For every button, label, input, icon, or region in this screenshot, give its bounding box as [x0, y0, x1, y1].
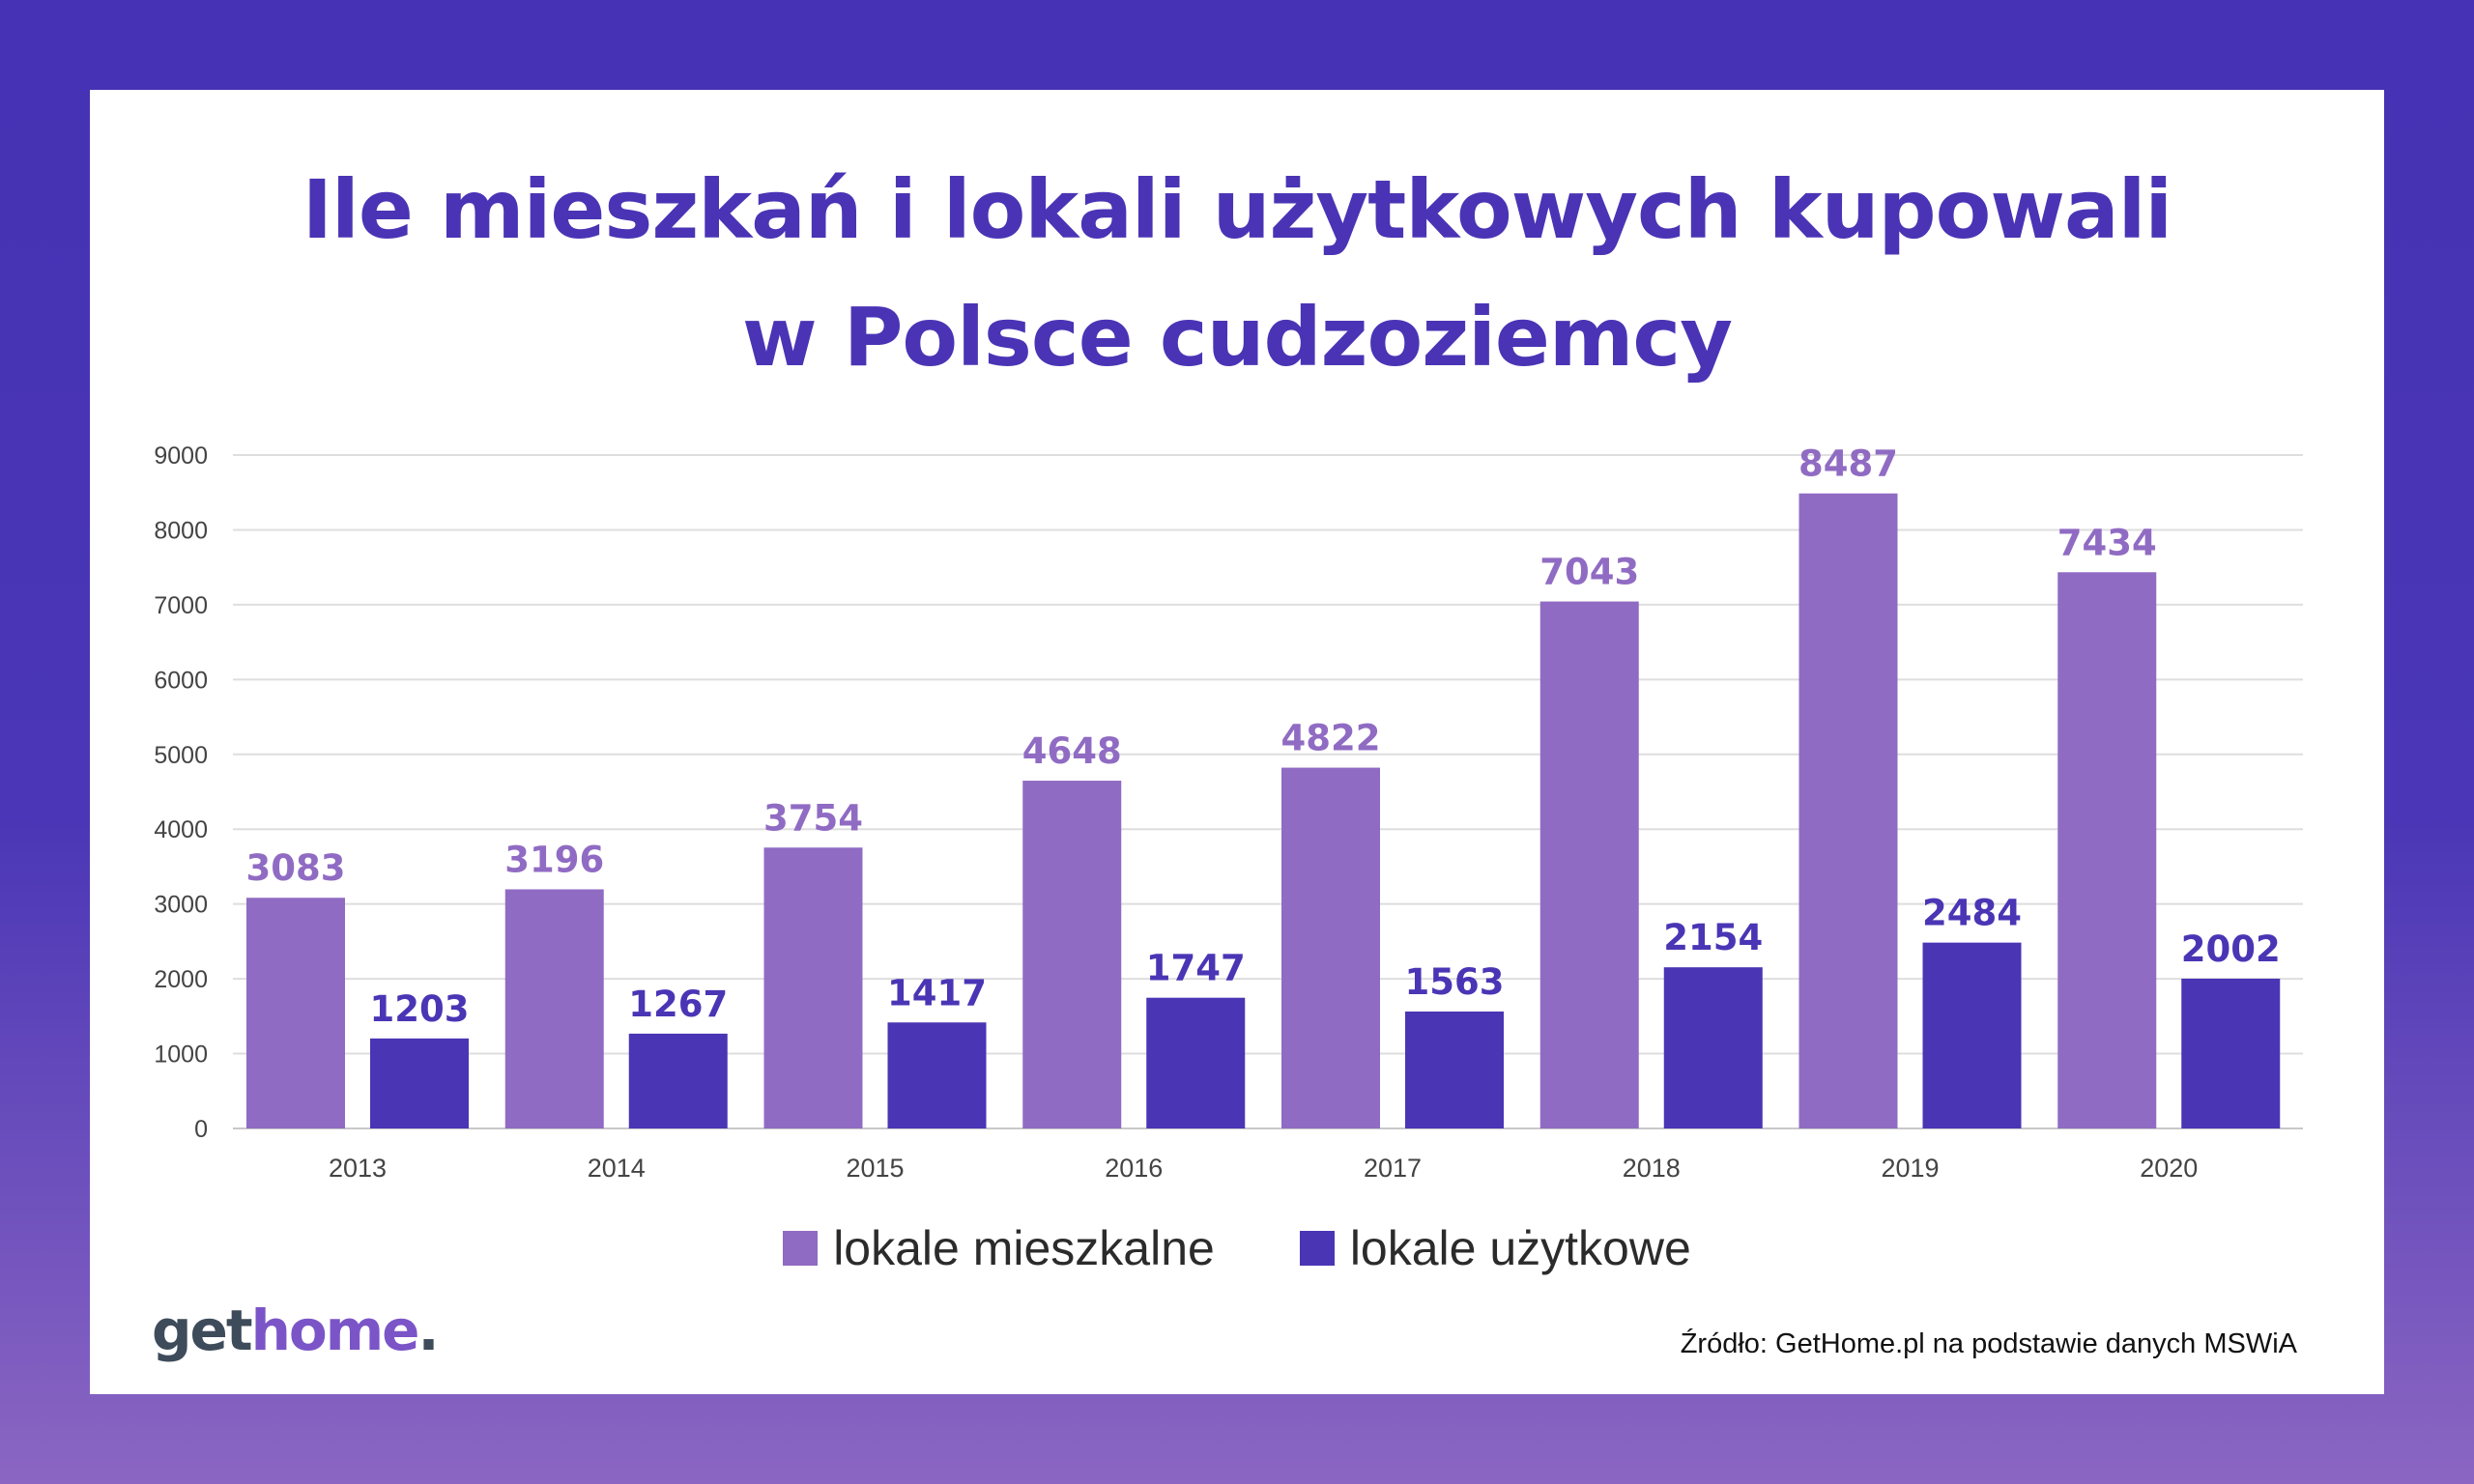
chart-title: Ile mieszkań i lokali użytkowych kupowal…: [90, 146, 2384, 401]
y-tick-label: 1000: [154, 1042, 208, 1069]
x-tick-label: 2014: [588, 1154, 646, 1183]
y-tick-label: 0: [194, 1116, 208, 1143]
chart-card: Ile mieszkań i lokali użytkowych kupowal…: [90, 90, 2384, 1394]
logo-part-get: get: [152, 1298, 253, 1363]
x-tick-label: 2019: [1881, 1154, 1939, 1183]
legend-item-commercial: lokale użytkowe: [1299, 1220, 1691, 1276]
legend-label-commercial: lokale użytkowe: [1349, 1221, 1691, 1275]
x-tick-label: 2020: [2140, 1154, 2198, 1183]
bar-commercial: [370, 1038, 469, 1128]
bar-commercial: [1922, 942, 2022, 1128]
legend-label-residential: lokale mieszkalne: [833, 1221, 1215, 1275]
y-tick-label: 6000: [154, 667, 208, 694]
y-tick-label: 8000: [154, 517, 208, 544]
x-tick-label: 2015: [846, 1154, 904, 1183]
y-tick-label: 4000: [154, 816, 208, 843]
legend-item-residential: lokale mieszkalne: [783, 1220, 1215, 1276]
bar-residential: [1539, 601, 1639, 1128]
gethome-logo: gethome.: [152, 1298, 440, 1363]
data-label: 1747: [1146, 948, 1246, 989]
data-label: 2154: [1663, 917, 1763, 958]
bar-chart: 0 1000 2000 3000 4000 5000 6000 7000 8000 9000 308…: [154, 442, 2303, 1183]
bar-residential: [2057, 572, 2157, 1128]
data-label: 2002: [2181, 928, 2281, 970]
y-tick-label: 7000: [154, 592, 208, 619]
logo-part-dot: .: [417, 1298, 440, 1363]
y-tick-label: 2000: [154, 966, 208, 993]
y-tick-label: 3000: [154, 892, 208, 919]
x-tick-label: 2013: [329, 1154, 387, 1183]
data-label: 7434: [2057, 522, 2157, 563]
logo-part-home: home: [250, 1298, 420, 1363]
data-label: 3754: [763, 797, 863, 839]
bar-residential: [504, 889, 604, 1128]
data-label: 3083: [246, 847, 346, 889]
bar-residential: [1281, 767, 1380, 1128]
bar-commercial: [1663, 967, 1763, 1128]
bar-commercial: [887, 1022, 987, 1128]
data-label: 1203: [370, 988, 470, 1030]
bar-commercial: [2181, 978, 2281, 1128]
data-label: 8487: [1798, 443, 1898, 485]
legend-swatch-commercial: [1299, 1231, 1335, 1266]
x-tick-label: 2018: [1623, 1154, 1681, 1183]
bar-commercial: [1146, 997, 1246, 1128]
bar-residential: [246, 898, 345, 1128]
bar-residential: [1022, 781, 1122, 1128]
data-label: 7043: [1539, 552, 1639, 593]
chart-title-line-1: Ile mieszkań i lokali użytkowych kupowal…: [302, 162, 2172, 257]
x-tick-label: 2016: [1105, 1154, 1163, 1183]
bar-commercial: [628, 1033, 728, 1128]
x-tick-label: 2017: [1364, 1154, 1422, 1183]
y-tick-label: 5000: [154, 742, 208, 769]
data-label: 3196: [504, 839, 604, 880]
bar-residential: [1798, 493, 1898, 1128]
chart-legend: lokale mieszkalne lokale użytkowe: [90, 1220, 2384, 1276]
data-label: 1267: [628, 984, 728, 1025]
data-label: 1417: [887, 972, 987, 1013]
data-label: 4648: [1022, 730, 1122, 772]
y-tick-label: 9000: [154, 442, 208, 470]
bar-commercial: [1405, 1011, 1504, 1128]
bar-residential: [763, 847, 863, 1128]
source-note: Źródło: GetHome.pl na podstawie danych M…: [1680, 1328, 2297, 1359]
data-label: 4822: [1281, 718, 1381, 759]
legend-swatch-residential: [783, 1231, 819, 1266]
data-label: 1563: [1405, 961, 1505, 1003]
data-label: 2484: [1922, 893, 2022, 934]
chart-title-line-2: w Polsce cudzoziemcy: [742, 290, 1733, 385]
